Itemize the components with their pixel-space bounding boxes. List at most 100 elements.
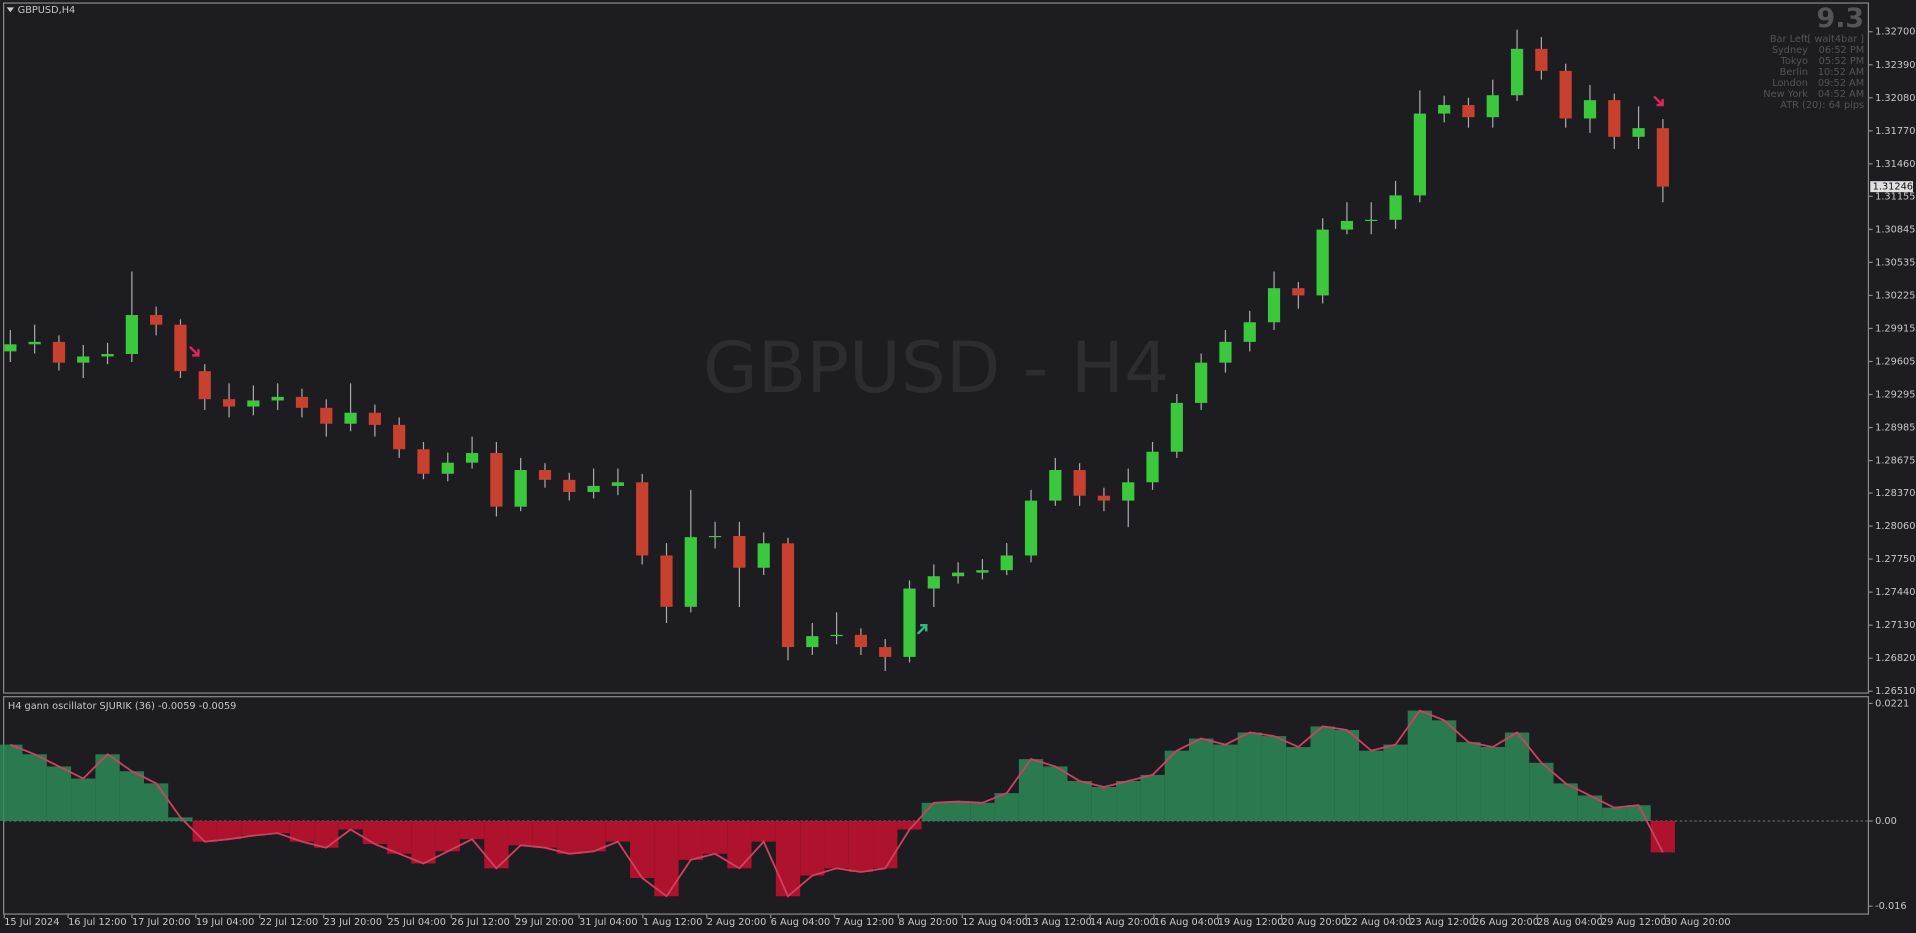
candle-body bbox=[198, 371, 211, 400]
candle-body bbox=[490, 452, 503, 507]
x-tick-label: 23 Aug 12:00 bbox=[1409, 917, 1475, 928]
y-tick-label: 1.30845 bbox=[1875, 224, 1915, 235]
candle-body bbox=[344, 412, 357, 424]
candle-body bbox=[1535, 48, 1548, 71]
candle-body bbox=[1243, 322, 1256, 342]
candle-body bbox=[1632, 128, 1645, 137]
signal-arrows bbox=[188, 95, 1664, 635]
oscillator-bar bbox=[945, 801, 971, 822]
oscillator-bar bbox=[532, 821, 558, 848]
oscillator-bar bbox=[508, 821, 533, 846]
candle-body bbox=[1316, 229, 1329, 296]
oscillator-bar bbox=[289, 821, 315, 842]
oscillator-bar bbox=[727, 821, 752, 869]
candle-body bbox=[1073, 470, 1086, 496]
oscillator-bar bbox=[71, 778, 96, 822]
oscillator-bar bbox=[119, 771, 145, 822]
oscillator-bar bbox=[800, 821, 825, 876]
last-price-box bbox=[1870, 181, 1913, 193]
y-tick-label: 1.28675 bbox=[1875, 456, 1915, 467]
oscillator-bar bbox=[1164, 750, 1189, 822]
candle-body bbox=[101, 354, 114, 357]
x-tick-label: 1 Aug 12:00 bbox=[643, 917, 703, 928]
oscillator-bar bbox=[824, 821, 849, 869]
oscillator-bar bbox=[46, 766, 72, 822]
candle-body bbox=[708, 535, 722, 538]
y-tick-label: 1.32080 bbox=[1875, 93, 1915, 104]
y-tick-label: 1.28060 bbox=[1875, 521, 1915, 532]
oscillator-bar bbox=[1018, 759, 1044, 822]
oscillator-bar bbox=[1091, 787, 1117, 822]
buy-arrow bbox=[916, 624, 928, 635]
y-tick-label: -0.016 bbox=[1875, 901, 1906, 912]
candle-body bbox=[903, 588, 916, 657]
candle-body bbox=[77, 356, 90, 363]
candle-body bbox=[1000, 555, 1013, 571]
x-tick-label: 17 Jul 20:00 bbox=[132, 917, 190, 928]
y-tick-label: 1.31460 bbox=[1875, 159, 1915, 170]
x-tick-label: 6 Aug 04:00 bbox=[771, 917, 831, 928]
oscillator-bar bbox=[630, 821, 655, 879]
candle-body bbox=[1365, 219, 1378, 222]
candle-body bbox=[320, 407, 333, 424]
x-tick-label: 31 Jul 04:00 bbox=[579, 917, 637, 928]
info-label: Sydney bbox=[1772, 45, 1808, 56]
oscillator-bar bbox=[1553, 783, 1578, 822]
oscillator-bar bbox=[581, 821, 606, 852]
oscillator-bar bbox=[1310, 726, 1335, 822]
candle-body bbox=[393, 424, 406, 450]
price-panel-frame bbox=[3, 2, 1870, 694]
menu-triangle[interactable] bbox=[6, 7, 15, 13]
y-tick-label: 1.29605 bbox=[1875, 356, 1915, 367]
candle-body bbox=[1292, 288, 1305, 296]
x-tick-label: 29 Aug 12:00 bbox=[1601, 917, 1667, 928]
oscillator-bar bbox=[1043, 766, 1068, 822]
oscillator-bar bbox=[702, 821, 728, 854]
oscillator-bar bbox=[1237, 732, 1262, 822]
candle-body bbox=[441, 462, 454, 474]
oscillator-bar bbox=[873, 821, 898, 869]
x-tick-label: 23 Jul 20:00 bbox=[324, 917, 382, 928]
candle-body bbox=[757, 543, 770, 568]
candle-body bbox=[125, 315, 138, 355]
candle-body bbox=[1413, 113, 1426, 196]
x-tick-label: 7 Aug 12:00 bbox=[835, 917, 895, 928]
oscillator-bar bbox=[1407, 710, 1433, 822]
oscillator-bar bbox=[216, 821, 242, 840]
x-tick-label: 25 Jul 04:00 bbox=[387, 917, 445, 928]
oscillator-bar bbox=[970, 802, 995, 822]
y-tick-label: 1.27750 bbox=[1875, 554, 1915, 565]
candle-body bbox=[1438, 105, 1451, 114]
oscillator-bar bbox=[241, 821, 266, 836]
oscillator-bar bbox=[1480, 746, 1505, 822]
info-value: 05:52 PM bbox=[1819, 56, 1864, 67]
candle-body bbox=[222, 399, 236, 407]
info-label: London bbox=[1772, 78, 1808, 89]
oscillator-bar bbox=[678, 821, 703, 860]
x-tick-label: 20 Aug 20:00 bbox=[1282, 917, 1348, 928]
y-tick-label: 1.27440 bbox=[1875, 587, 1915, 598]
y-tick-label: 1.31155 bbox=[1875, 191, 1915, 202]
oscillator-bar bbox=[1432, 720, 1457, 822]
candle-body bbox=[271, 396, 284, 401]
candle-body bbox=[1024, 500, 1038, 556]
info-label: Tokyo bbox=[1780, 56, 1808, 67]
y-tick-label: 1.31770 bbox=[1875, 126, 1915, 137]
oscillator-bar bbox=[168, 817, 193, 822]
x-tick-label: 28 Aug 04:00 bbox=[1537, 917, 1603, 928]
y-tick-label: 1.27130 bbox=[1875, 620, 1915, 631]
x-tick-label: 12 Aug 04:00 bbox=[962, 917, 1028, 928]
oscillator-bar bbox=[1456, 742, 1481, 822]
x-tick-label: 30 Aug 20:00 bbox=[1665, 917, 1731, 928]
y-tick-label: 0.00 bbox=[1875, 816, 1897, 827]
oscillator-bar bbox=[1067, 780, 1092, 822]
x-tick-label: 19 Jul 04:00 bbox=[196, 917, 254, 928]
candle-body bbox=[1267, 288, 1281, 323]
oscillator-bar bbox=[1261, 736, 1287, 822]
sell-arrow bbox=[188, 345, 200, 357]
info-value: 04:52 AM bbox=[1818, 89, 1864, 100]
candle-body bbox=[174, 324, 187, 372]
candle-body bbox=[927, 576, 940, 589]
x-tick-label: 16 Jul 12:00 bbox=[68, 917, 126, 928]
